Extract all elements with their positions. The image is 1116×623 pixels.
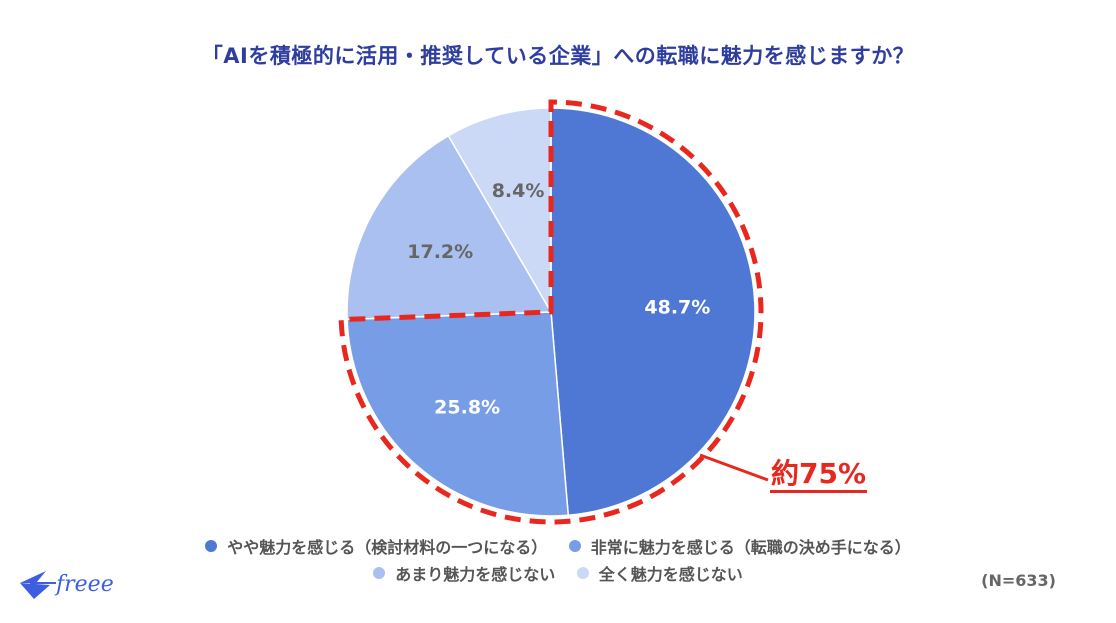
legend-label: 全く魅力を感じない bbox=[598, 565, 743, 584]
pie-slice bbox=[346, 311, 570, 517]
pie-slice bbox=[550, 107, 756, 517]
chart-title: 「AIを積極的に活用・推奨している企業」への転職に魅力を感じますか？ bbox=[201, 44, 915, 68]
legend-dot-icon bbox=[205, 540, 218, 552]
legend-label: 非常に魅力を感じる（転職の決め手になる） bbox=[590, 538, 911, 557]
callout-leader-line bbox=[699, 453, 769, 482]
legend-dot-icon bbox=[576, 567, 589, 579]
pie-slice bbox=[447, 107, 552, 315]
legend-item: あまり魅力を感じない bbox=[373, 561, 555, 585]
legend-label: やや魅力を感じる（検討材料の一つになる） bbox=[227, 538, 548, 557]
slice-value-label: 48.7% bbox=[644, 297, 710, 319]
legend-dot-icon bbox=[568, 540, 581, 552]
logo-text: freee bbox=[54, 572, 114, 597]
swallow-bird-icon bbox=[20, 571, 56, 599]
highlight-dashed-outline bbox=[338, 99, 764, 525]
slice-value-label: 25.8% bbox=[434, 397, 500, 419]
freee-logo: freee bbox=[20, 571, 114, 599]
legend-dot-icon bbox=[373, 567, 386, 579]
legend-item: やや魅力を感じる（検討材料の一つになる） bbox=[205, 534, 547, 558]
legend-row-1: やや魅力を感じる（検討材料の一つになる） 非常に魅力を感じる（転職の決め手になる… bbox=[0, 534, 1116, 558]
legend-label: あまり魅力を感じない bbox=[395, 565, 556, 584]
slice-value-label: 17.2% bbox=[407, 241, 473, 263]
pie-slices bbox=[346, 107, 756, 517]
legend-row-2: あまり魅力を感じない 全く魅力を感じない bbox=[0, 561, 1116, 585]
callout-label: 約75% bbox=[770, 458, 868, 493]
pie-slice bbox=[346, 134, 553, 321]
legend-item: 非常に魅力を感じる（転職の決め手になる） bbox=[568, 534, 911, 558]
slice-value-label: 8.4% bbox=[492, 180, 545, 202]
legend-item: 全く魅力を感じない bbox=[576, 561, 743, 585]
pie-labels: 48.7% 25.8% 17.2% 8.4% bbox=[407, 180, 710, 419]
sample-size: (N=633) bbox=[981, 571, 1056, 590]
